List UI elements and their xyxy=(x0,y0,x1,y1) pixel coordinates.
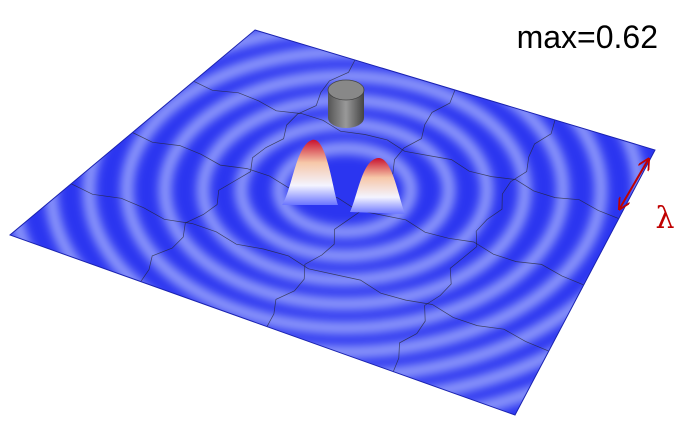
plane-edge xyxy=(9,29,656,416)
max-label: max=0.62 xyxy=(517,19,658,55)
grid-line xyxy=(140,59,356,282)
ripple xyxy=(273,142,417,238)
grid-line xyxy=(193,80,619,219)
grid-line xyxy=(392,119,556,372)
ripple xyxy=(83,30,607,358)
ripple xyxy=(159,70,531,310)
cylinder xyxy=(327,79,365,128)
wavelength-symbol: λ xyxy=(655,201,674,236)
grid-line xyxy=(71,183,549,352)
wavelength-arrow xyxy=(620,160,648,208)
peak xyxy=(350,157,405,214)
peak xyxy=(282,139,338,205)
